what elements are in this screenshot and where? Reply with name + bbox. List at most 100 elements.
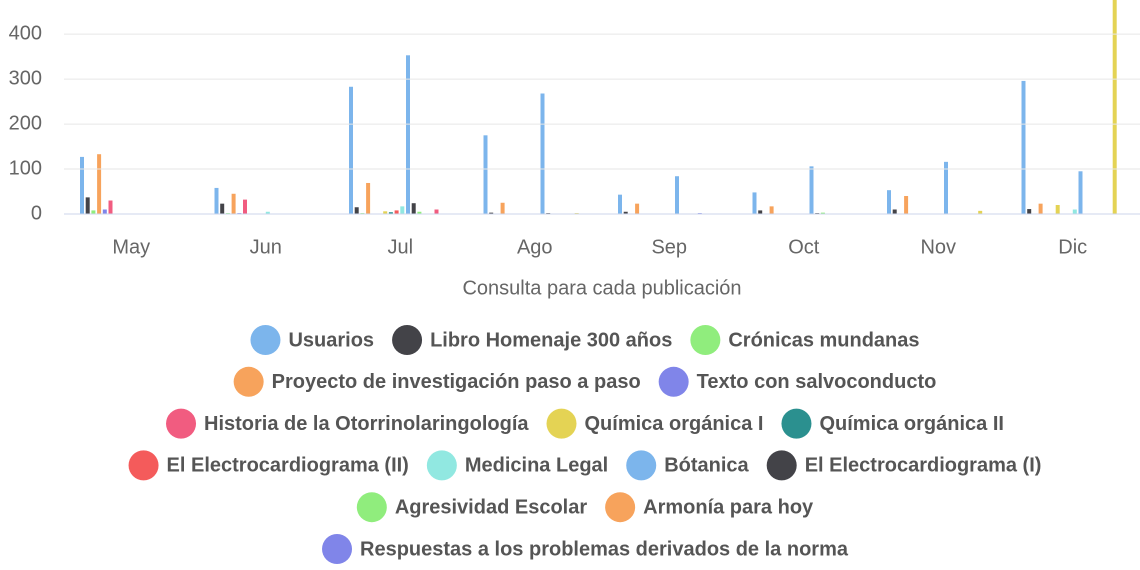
y-tick-label: 200 (9, 112, 42, 134)
legend-marker (128, 450, 159, 481)
legend-item: Agresividad Escolar (356, 492, 588, 523)
legend-marker (766, 450, 797, 481)
legend-item: Crónicas mundanas (690, 325, 920, 355)
legend-marker (546, 408, 577, 439)
x-tick-label: Ago (517, 236, 553, 258)
legend-marker (626, 450, 657, 481)
legend-marker (690, 325, 721, 355)
x-axis-title: Consulta para cada publicación (462, 277, 741, 299)
bar (97, 154, 102, 214)
x-tick-label: Oct (788, 236, 820, 258)
bar (820, 212, 825, 214)
legend-item: Texto con salvoconducto (658, 366, 937, 397)
bar (102, 209, 107, 214)
bar (892, 209, 897, 214)
bar (231, 193, 236, 214)
bar (406, 55, 410, 214)
bar (214, 187, 219, 214)
legend-label: El Electrocardiograma (II) (167, 455, 409, 477)
legend-marker (356, 492, 387, 523)
legend-item: Libro Homenaje 300 años (392, 325, 672, 355)
bar (220, 203, 225, 214)
bar (80, 156, 84, 214)
bar (1027, 209, 1032, 214)
bar (944, 161, 948, 214)
legend-marker (250, 325, 281, 355)
bar (758, 210, 763, 214)
legend-label: Texto con salvoconducto (697, 371, 937, 393)
legend-item: Proyecto de investigación paso a paso (233, 366, 641, 397)
bar (1112, 0, 1117, 214)
bar (483, 135, 488, 214)
bar (366, 182, 371, 214)
legend-item: El Electrocardiograma (I) (766, 450, 1042, 481)
legend-marker (658, 366, 689, 397)
bar (349, 86, 353, 214)
bar (887, 190, 891, 214)
legend-marker (233, 366, 264, 397)
bar (85, 197, 90, 214)
bar (623, 211, 628, 214)
bar (635, 203, 640, 214)
legend-item: Historia de la Otorrinolaringología (166, 408, 529, 439)
legend-item: Medicina Legal (426, 450, 608, 481)
legend-label: Agresividad Escolar (395, 496, 588, 518)
legend-label: El Electrocardiograma (I) (805, 455, 1042, 477)
legend-label: Respuestas a los problemas derivados de … (360, 538, 849, 560)
bar (354, 207, 359, 214)
bar (91, 210, 96, 214)
legend-marker (605, 492, 636, 523)
legend-label: Historia de la Otorrinolaringología (204, 413, 529, 435)
legend: Usuarios Libro Homenaje 300 años Crónicas … (128, 325, 1042, 564)
x-tick-label: Sep (651, 236, 687, 258)
bar (411, 203, 416, 214)
legend-label: Crónicas mundanas (728, 329, 919, 351)
legend-item: Química orgánica II (781, 408, 1004, 439)
bar (1038, 203, 1043, 214)
legend-label: Medicina Legal (465, 455, 608, 477)
bar (540, 93, 545, 214)
legend-marker (166, 408, 197, 439)
y-tick-label: 400 (9, 22, 42, 44)
legend-label: Bótanica (664, 455, 749, 477)
bar (978, 210, 983, 214)
legend-item: El Electrocardiograma (II) (128, 450, 409, 481)
bar (1055, 205, 1060, 214)
bar (675, 176, 679, 214)
legend-marker (426, 450, 457, 481)
x-tick-label: Jun (250, 236, 282, 258)
y-tick-label: 0 (31, 202, 42, 224)
legend-label: Usuarios (288, 329, 374, 351)
bar (383, 211, 388, 214)
legend-label: Química orgánica II (819, 413, 1004, 435)
x-tick-label: Dic (1058, 236, 1087, 258)
plot-area (80, 0, 1117, 214)
legend-marker (322, 534, 353, 564)
x-tick-label: May (112, 236, 150, 258)
bar (388, 212, 393, 214)
bar (400, 206, 405, 214)
legend-label: Armonía para hoy (643, 496, 814, 518)
x-tick-label: Nov (920, 236, 956, 258)
bar (1072, 209, 1077, 214)
legend-item: Respuestas a los problemas derivados de … (322, 534, 849, 564)
bar (618, 194, 622, 214)
bar (417, 211, 422, 214)
bar (243, 199, 247, 214)
bar (108, 200, 113, 214)
legend-item: Química orgánica I (546, 408, 763, 439)
bar (394, 210, 399, 214)
bar (904, 196, 909, 214)
legend-marker (781, 408, 812, 439)
bar (1078, 171, 1083, 214)
bar (1021, 80, 1026, 214)
bar (265, 211, 270, 214)
legend-item: Bótanica (626, 450, 750, 481)
bar (752, 192, 757, 214)
legend-marker (392, 325, 423, 355)
bar (500, 202, 505, 214)
bar (769, 206, 774, 214)
bar (489, 212, 494, 214)
bar (434, 209, 439, 214)
